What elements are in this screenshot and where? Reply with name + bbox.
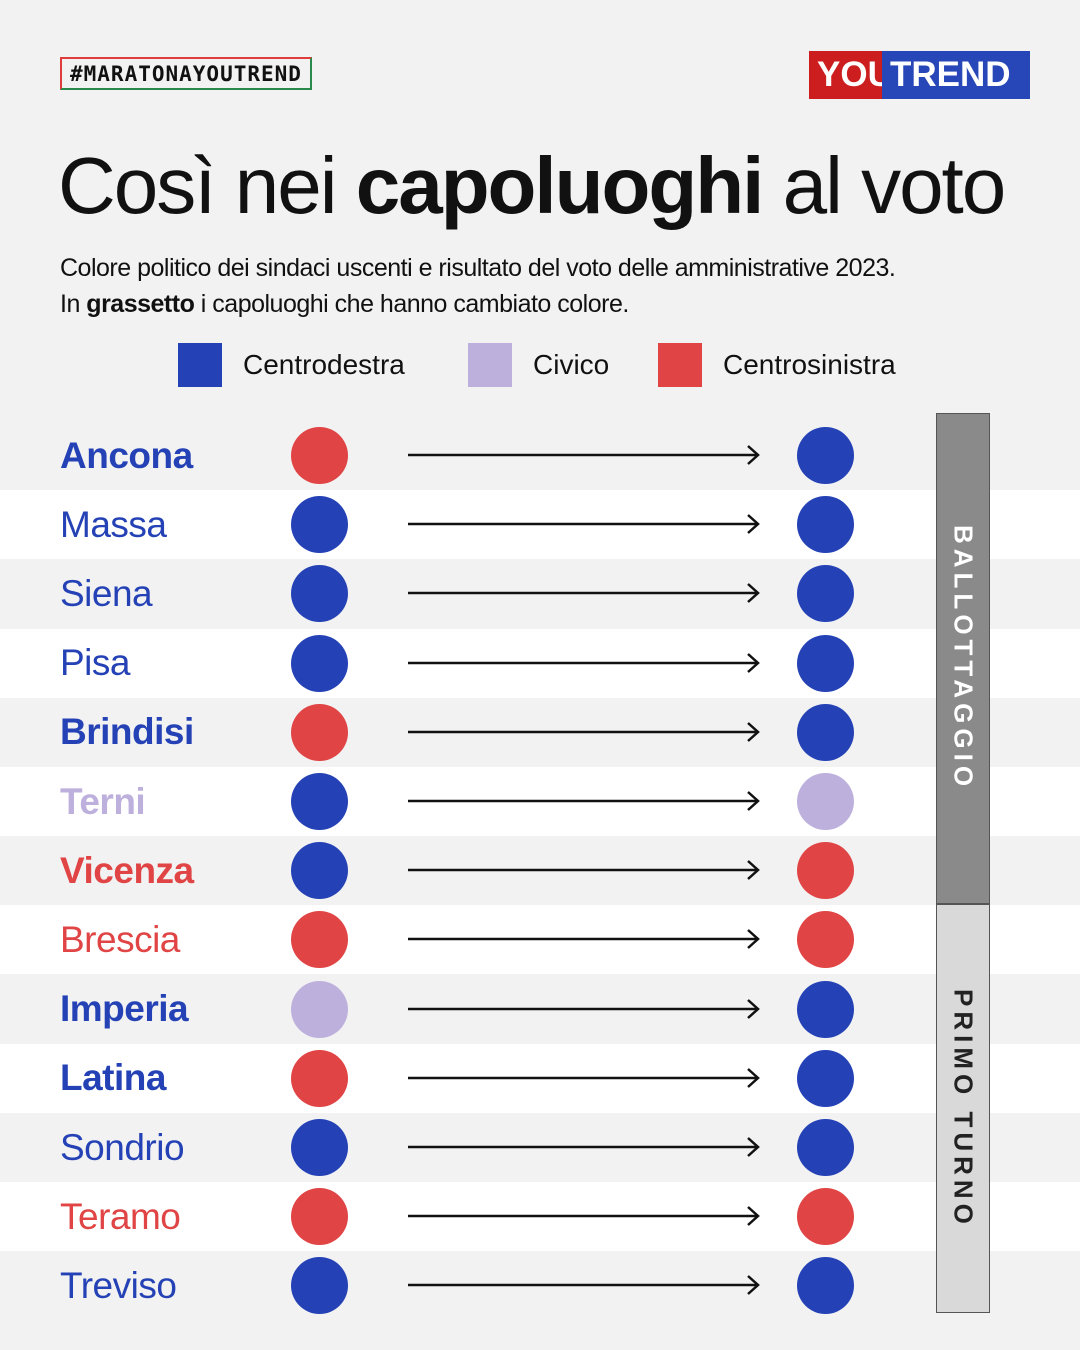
- arrow-right-icon: [408, 652, 760, 673]
- legend-item-centrodestra: Centrodestra: [178, 343, 405, 387]
- city-name: Treviso: [60, 1264, 177, 1306]
- outgoing-mayor-dot: [291, 427, 348, 484]
- city-name: Brescia: [60, 918, 180, 960]
- subtitle-line2-pre: In: [60, 290, 87, 318]
- table-row: Terni: [0, 767, 1080, 836]
- city-name: Sondrio: [60, 1126, 185, 1168]
- result-dot: [797, 634, 854, 692]
- table-row: Brescia: [0, 905, 1080, 975]
- legend-swatch-centrosinistra: [658, 343, 702, 387]
- title-post: al voto: [762, 141, 1007, 230]
- outgoing-mayor-dot: [291, 496, 348, 554]
- city-name: Brindisi: [60, 711, 194, 753]
- table-row: Latina: [0, 1043, 1080, 1113]
- arrow-right-icon: [408, 583, 760, 604]
- group-ballottaggio-label: BALLOTTAGGIO: [948, 525, 979, 792]
- title-bold: capoluoghi: [355, 141, 765, 230]
- result-dot: [797, 565, 854, 623]
- subtitle-line1: Colore politico dei sindaci uscenti e ri…: [60, 254, 896, 282]
- table-row: Pisa: [0, 628, 1080, 698]
- arrow-right-icon: [408, 445, 760, 465]
- table-row: Imperia: [0, 975, 1080, 1044]
- table-row: Teramo: [0, 1182, 1080, 1252]
- subtitle-line2-post: i capoluoghi che hanno cambiato colore.: [194, 290, 630, 318]
- result-dot: [797, 842, 854, 900]
- group-primo-turno-label: PRIMO TURNO: [948, 988, 979, 1229]
- table-row: Massa: [0, 490, 1080, 560]
- legend-label-centrosinistra: Centrosinistra: [723, 349, 896, 380]
- outgoing-mayor-dot: [291, 1119, 348, 1176]
- result-dot: [797, 427, 854, 484]
- result-dot: [797, 911, 854, 969]
- legend: Centrodestra Civico Centrosinistra: [0, 343, 1080, 387]
- logo-part-you: YOU: [809, 51, 893, 99]
- result-dot: [797, 980, 854, 1038]
- legend-item-centrosinistra: Centrosinistra: [658, 343, 896, 387]
- legend-label-civico: Civico: [533, 349, 610, 380]
- result-dot: [797, 1119, 854, 1176]
- legend-label-centrodestra: Centrodestra: [243, 349, 405, 380]
- group-primo-turno: PRIMO TURNO: [936, 904, 990, 1313]
- hashtag-label: #MARATONAYOUTREND: [60, 57, 312, 90]
- table-row: Treviso: [0, 1251, 1080, 1320]
- youtrend-logo: YOU TREND: [809, 51, 1030, 99]
- outgoing-mayor-dot: [291, 773, 348, 830]
- logo-part-trend: TREND: [882, 51, 1030, 99]
- city-name: Pisa: [60, 642, 130, 684]
- city-name: Siena: [60, 572, 153, 614]
- arrow-right-icon: [408, 998, 760, 1019]
- table-row: Vicenza: [0, 836, 1080, 905]
- result-dot: [797, 1049, 854, 1107]
- arrow-right-icon: [408, 1067, 760, 1088]
- table-row: Ancona: [0, 421, 1080, 490]
- city-name: Terni: [60, 780, 146, 822]
- outgoing-mayor-dot: [291, 634, 348, 692]
- city-name: Teramo: [60, 1195, 181, 1237]
- arrow-right-icon: [408, 860, 760, 881]
- subtitle-line2-bold: grassetto: [86, 290, 195, 318]
- arrow-right-icon: [408, 514, 760, 535]
- outgoing-mayor-dot: [291, 1188, 348, 1246]
- outgoing-mayor-dot: [291, 842, 348, 900]
- result-dot: [797, 773, 854, 830]
- outgoing-mayor-dot: [291, 565, 348, 623]
- outgoing-mayor-dot: [291, 1049, 348, 1107]
- table-row: Sondrio: [0, 1113, 1080, 1182]
- arrow-right-icon: [408, 1137, 760, 1157]
- outgoing-mayor-dot: [291, 703, 348, 761]
- arrow-right-icon: [408, 791, 760, 811]
- subtitle-line2: In grassetto i capoluoghi che hanno camb…: [60, 286, 895, 322]
- arrow-right-icon: [408, 929, 760, 950]
- city-name: Latina: [60, 1057, 166, 1099]
- outgoing-mayor-dot: [291, 1257, 348, 1315]
- result-dot: [797, 1188, 854, 1246]
- arrow-right-icon: [408, 721, 760, 742]
- table-row: Brindisi: [0, 698, 1080, 767]
- result-dot: [797, 496, 854, 554]
- city-name: Vicenza: [60, 849, 194, 891]
- group-ballottaggio: BALLOTTAGGIO: [936, 413, 990, 904]
- result-dot: [797, 703, 854, 761]
- legend-swatch-civico: [468, 343, 512, 387]
- city-name: Ancona: [60, 434, 193, 476]
- result-dot: [797, 1257, 854, 1315]
- city-name: Massa: [60, 503, 167, 545]
- legend-item-civico: Civico: [468, 343, 609, 387]
- title-pre: Così nei: [58, 141, 356, 230]
- city-name: Imperia: [60, 988, 189, 1030]
- table-row: Siena: [0, 559, 1080, 628]
- page-title: Così nei capoluoghi al voto: [58, 140, 1007, 232]
- arrow-right-icon: [408, 1275, 760, 1296]
- arrow-right-icon: [408, 1206, 760, 1227]
- legend-swatch-centrodestra: [178, 343, 222, 387]
- subtitle: Colore politico dei sindaci uscenti e ri…: [60, 250, 896, 322]
- outgoing-mayor-dot: [291, 980, 348, 1038]
- outgoing-mayor-dot: [291, 911, 348, 969]
